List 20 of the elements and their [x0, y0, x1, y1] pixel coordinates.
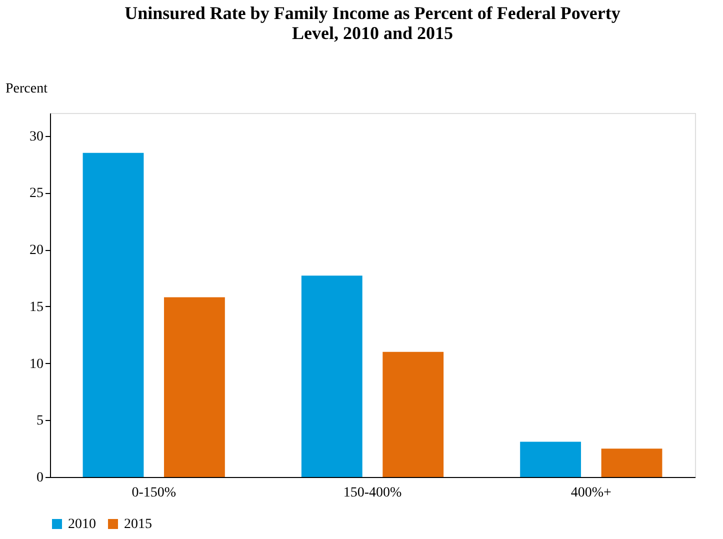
legend-label: 2010	[68, 517, 96, 532]
y-tick-label: 10	[30, 356, 44, 372]
x-tick-label: 150-400%	[343, 486, 402, 500]
bar	[164, 297, 225, 477]
x-tick-label: 0-150%	[132, 486, 176, 500]
y-tick-label: 0	[36, 470, 44, 486]
x-tick-label: 400%+	[570, 486, 612, 500]
bar	[382, 352, 444, 477]
chart-title: Uninsured Rate by Family Income as Percent of Federal Poverty Level, 2010 and 2015	[124, 3, 620, 43]
bar	[520, 442, 581, 477]
y-tick-label: 25	[30, 186, 44, 202]
bar	[82, 152, 144, 477]
y-axis-title: Percent	[6, 82, 48, 96]
legend-label: 2015	[124, 517, 152, 532]
y-tick-label: 5	[36, 414, 44, 429]
y-tick-label: 30	[30, 129, 44, 144]
y-tick-label: 15	[30, 300, 44, 315]
y-tick-label: 20	[30, 243, 44, 258]
bar	[301, 276, 362, 477]
bar	[601, 448, 662, 477]
